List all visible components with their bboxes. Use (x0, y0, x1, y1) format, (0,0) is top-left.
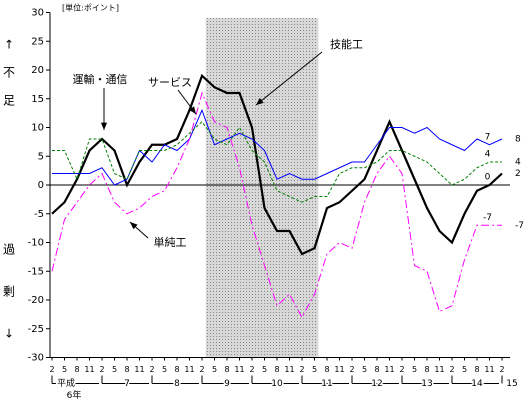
x-tick-label: 2 (49, 365, 54, 374)
x-tick-label: 5 (312, 365, 317, 374)
x-tick-label: 2 (349, 365, 354, 374)
x-tick-label: 11 (284, 365, 294, 374)
annotation-arrow (255, 51, 323, 106)
x-tick-label: 5 (262, 365, 267, 374)
value-label: -7 (483, 213, 492, 223)
x-tick-label: 8 (74, 365, 79, 374)
arrow-head (130, 222, 138, 230)
year-label: 8 (174, 379, 180, 389)
x-tick-label: 8 (274, 365, 279, 374)
y-tick-label: 15 (31, 94, 44, 105)
x-tick-label: 2 (99, 365, 104, 374)
y-tick-label: -10 (28, 238, 44, 249)
x-tick-label: 8 (174, 365, 179, 374)
x-tick-label: 2 (499, 365, 504, 374)
unit-note: [単位:ポイント] (62, 3, 119, 13)
x-tick-label: 8 (374, 365, 379, 374)
y-label: 不 (3, 66, 15, 80)
value-label: -7 (515, 221, 524, 231)
x-tick-label: 2 (149, 365, 154, 374)
x-tick-label: 5 (62, 365, 67, 374)
x-tick-label: 2 (299, 365, 304, 374)
year-label: 12 (371, 379, 382, 389)
x-tick-label: 8 (424, 365, 429, 374)
series-annotation: 技能工 (330, 37, 363, 51)
y-tick-label: -20 (28, 295, 44, 306)
y-label: ↑ (4, 38, 14, 52)
year-label: 11 (321, 379, 332, 389)
x-tick-label: 8 (324, 365, 329, 374)
x-tick-label: 5 (362, 365, 367, 374)
x-tick-label: 8 (474, 365, 479, 374)
year-label: 平成 (57, 377, 75, 389)
value-label: 4 (485, 150, 491, 160)
y-tick-label: 5 (38, 151, 44, 162)
value-label: 0 (485, 173, 491, 183)
y-tick-label: 20 (31, 65, 44, 76)
x-tick-label: 11 (434, 365, 444, 374)
series-annotation: 単純工 (154, 235, 187, 249)
year-label: 6年 (67, 389, 82, 401)
y-tick-label: -30 (28, 353, 44, 364)
x-tick-label: 11 (134, 365, 144, 374)
x-tick-label: 11 (234, 365, 244, 374)
x-tick-label: 5 (462, 365, 467, 374)
year-label: 10 (271, 379, 283, 389)
x-tick-label: 8 (124, 365, 129, 374)
year-label: 7 (124, 379, 130, 389)
value-label: 2 (515, 169, 521, 179)
y-tick-label: 0 (38, 180, 44, 191)
y-tick-label: -5 (34, 209, 44, 220)
year-label: 9 (224, 379, 230, 389)
x-tick-label: 2 (199, 365, 204, 374)
x-tick-label: 5 (212, 365, 217, 374)
arrow-head (256, 97, 264, 105)
x-tick-label: 11 (384, 365, 394, 374)
y-label: ↓ (4, 327, 14, 341)
x-tick-label: 2 (399, 365, 404, 374)
x-tick-label: 5 (412, 365, 417, 374)
y-label: 過 (3, 243, 15, 257)
series-line (52, 108, 503, 186)
y-tick-label: 25 (31, 36, 44, 47)
x-tick-label: 2 (249, 365, 254, 374)
value-label: 7 (485, 132, 491, 142)
x-tick-label: 5 (112, 365, 117, 374)
y-label: 足 (3, 94, 15, 108)
arrow-head (189, 106, 196, 114)
y-tick-label: 10 (31, 123, 44, 134)
y-tick-label: -15 (28, 266, 44, 277)
series-line (51, 91, 502, 319)
value-label: 8 (515, 135, 521, 145)
year-label: 13 (421, 379, 432, 389)
x-tick-label: 11 (84, 365, 94, 374)
x-tick-label: 11 (184, 365, 194, 374)
y-label: 剰 (3, 285, 15, 299)
x-tick-label: 11 (484, 365, 494, 374)
year-label: 14 (471, 379, 483, 389)
y-tick-label: -25 (28, 324, 44, 335)
series-annotation: サービス (148, 76, 192, 89)
series-line (52, 121, 502, 203)
series-annotation: 運輸・通信 (73, 72, 128, 86)
y-tick-label: 30 (31, 8, 44, 19)
value-label: 4 (515, 158, 521, 168)
x-tick-label: 2 (449, 365, 454, 374)
x-tick-label: 5 (162, 365, 167, 374)
x-tick-label: 8 (224, 365, 229, 374)
x-tick-label: 11 (334, 365, 344, 374)
series-line (51, 73, 503, 256)
arrow-head (100, 122, 108, 130)
year-label: 15 (506, 379, 517, 389)
